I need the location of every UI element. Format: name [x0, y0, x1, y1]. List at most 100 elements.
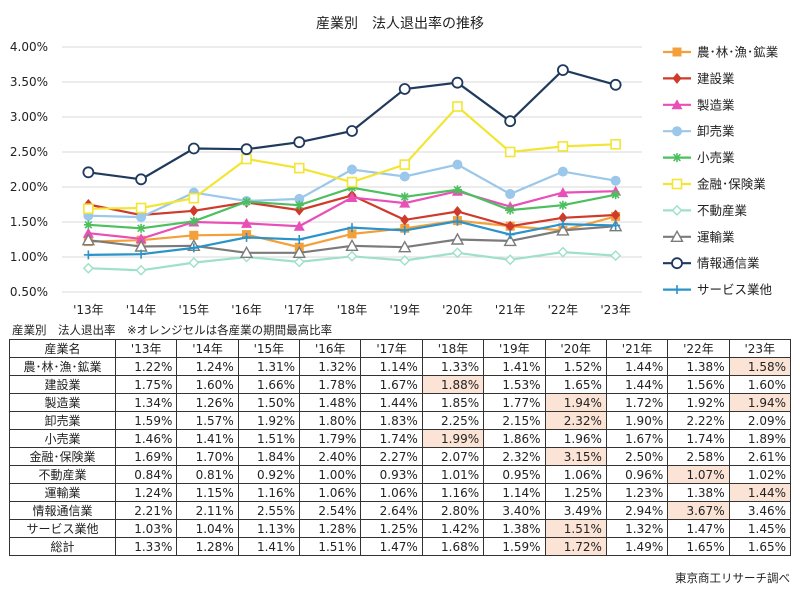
rate-cell: 1.85% — [421, 393, 485, 412]
rate-cell: 1.16% — [237, 483, 301, 502]
x-tick-label: '21年 — [495, 303, 526, 317]
table-row: 運輸業 1.24% 1.15% 1.16% 1.06% 1.06% 1.16% 1.14% 1.… — [9, 483, 792, 502]
rate-cell: 1.23% — [605, 483, 669, 502]
rate-cell: 1.72% — [605, 393, 669, 412]
rate-cell: 1.47% — [360, 537, 423, 556]
rate-cell: 1.44% — [605, 357, 669, 376]
legend-marker — [672, 285, 682, 295]
legend-label: サービス業他 — [697, 282, 773, 297]
x-tick-label: '23年 — [600, 303, 631, 317]
rate-cell: 3.46% — [728, 501, 792, 520]
data-point — [400, 225, 410, 235]
table-header-year: '15年 — [237, 339, 301, 358]
rate-cell: 1.96% — [544, 429, 607, 448]
data-point — [504, 146, 516, 158]
industry-name-cell: 農･林･漁･鉱業 — [9, 357, 116, 376]
table-row: 製造業 1.34% 1.26% 1.50% 1.48% 1.44% 1.85% 1.77% 1.… — [9, 393, 792, 412]
rate-cell: 1.92% — [237, 411, 301, 430]
rate-cell: 1.74% — [667, 429, 730, 448]
legend-marker — [671, 257, 683, 270]
rate-cell: 2.61% — [728, 447, 792, 466]
data-point — [398, 240, 412, 253]
data-point — [135, 173, 147, 186]
rate-cell: 1.68% — [421, 537, 485, 556]
rate-cell: 1.06% — [544, 465, 607, 484]
data-point — [294, 193, 305, 204]
data-point — [452, 185, 462, 195]
legend-item: 小売業 — [663, 150, 735, 165]
rate-cell: 2.50% — [605, 447, 669, 466]
rate-cell: 1.02% — [728, 465, 792, 484]
data-point — [136, 249, 146, 259]
legend-marker — [672, 72, 682, 84]
rate-cell: 1.44% — [605, 375, 669, 394]
rate-cell: 1.01% — [421, 465, 485, 484]
data-point — [81, 233, 96, 246]
rate-cell: 1.13% — [237, 519, 301, 538]
x-tick-label: '19年 — [389, 303, 420, 317]
legend-item: 不動産業 — [663, 203, 748, 218]
rate-cell: 1.15% — [176, 483, 239, 502]
rate-cell: 3.40% — [483, 501, 546, 520]
rate-cell: 1.59% — [114, 411, 178, 430]
legend-marker — [671, 178, 683, 190]
data-point — [611, 190, 621, 200]
legend-label: 建設業 — [697, 71, 735, 86]
legend-label: 金融･保険業 — [697, 177, 766, 192]
legend-label: 運輸業 — [697, 229, 735, 244]
table-row: 情報通信業 2.21% 2.11% 2.55% 2.54% 2.64% 2.80% 3.40%… — [9, 501, 792, 520]
rate-cell: 1.66% — [237, 375, 301, 394]
table-header-year: '16年 — [299, 339, 362, 358]
rate-cell: 1.24% — [176, 357, 239, 376]
rate-cell: 2.22% — [667, 411, 730, 430]
rate-cell: 1.86% — [483, 429, 546, 448]
rate-cell: 2.07% — [421, 447, 485, 466]
data-point — [189, 243, 199, 253]
y-tick-label: 0.50% — [10, 285, 48, 299]
legend-label: 製造業 — [697, 97, 735, 112]
data-point — [293, 256, 305, 268]
table-header-row: 産業名 '13年 '14年 '15年 '16年 '17年 '18年 '19年 '20年 '21年… — [9, 339, 792, 358]
data-point — [611, 221, 621, 230]
industry-name-cell: 運輸業 — [9, 483, 116, 502]
table-header-industry: 産業名 — [9, 339, 116, 358]
chart-series — [81, 64, 623, 276]
data-point — [398, 83, 411, 95]
data-point — [505, 230, 515, 240]
data-point — [292, 245, 306, 258]
y-tick-label: 2.00% — [10, 180, 48, 194]
legend-label: 卸売業 — [697, 124, 735, 139]
rate-cell: 1.25% — [544, 483, 607, 502]
rate-cell: 1.77% — [483, 393, 546, 412]
line-chart: 産業別 法人退出率の推移 0.50% 1.00% 1.50% 2.00% 2.50% 3.… — [10, 15, 779, 317]
rate-cell-highlighted: 1.51% — [544, 519, 607, 538]
data-point — [294, 200, 304, 210]
rate-cell: 1.41% — [237, 537, 301, 556]
data-point — [452, 216, 462, 226]
table-header-year: '20年 — [544, 339, 607, 358]
data-point — [556, 223, 570, 236]
data-point — [346, 192, 358, 202]
table-header-year: '23年 — [728, 339, 792, 358]
rate-cell: 1.38% — [483, 519, 546, 538]
data-point — [558, 200, 568, 210]
rate-cell: 1.26% — [176, 393, 239, 412]
rate-cell: 1.32% — [299, 357, 362, 376]
chart-legend: 農･林･漁･鉱業建設業製造業卸売業小売業金融･保険業不動産業運輸業情報通信業サー… — [663, 45, 779, 297]
rate-cell: 2.09% — [728, 411, 792, 430]
legend-item: 情報通信業 — [663, 256, 760, 271]
rate-cell: 1.06% — [299, 483, 362, 502]
x-tick-label: '16年 — [231, 303, 262, 317]
rate-cell: 1.38% — [667, 483, 730, 502]
data-point — [399, 171, 410, 182]
legend-marker — [672, 153, 682, 163]
series-9 — [82, 64, 622, 186]
data-point — [136, 223, 146, 233]
legend-item: 運輸業 — [663, 229, 735, 244]
x-tick-label: '13年 — [73, 303, 104, 317]
chart-axes: 0.50% 1.00% 1.50% 2.00% 2.50% 3.00% 3.50% 4.00%… — [10, 40, 631, 317]
rate-cell: 2.40% — [299, 447, 362, 466]
rate-cell: 0.81% — [176, 465, 239, 484]
data-point — [294, 235, 304, 244]
rate-cell: 0.92% — [237, 465, 301, 484]
